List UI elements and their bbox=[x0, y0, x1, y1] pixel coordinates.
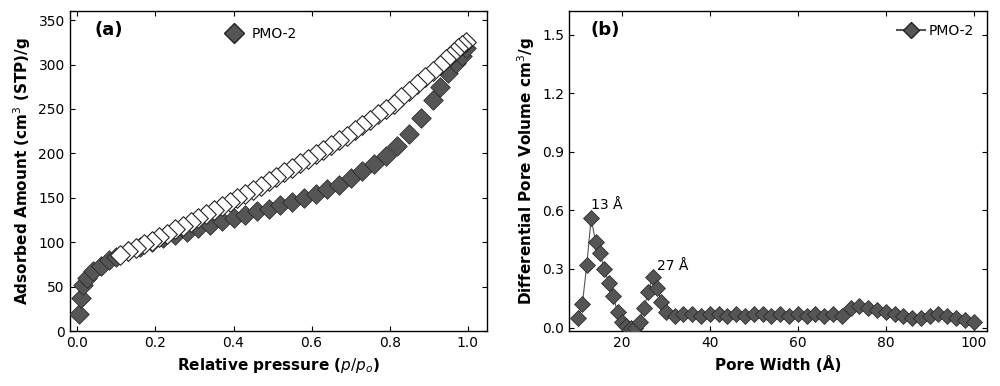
Point bbox=[73, 295, 89, 301]
Point bbox=[401, 131, 417, 137]
Point bbox=[245, 187, 261, 193]
Point bbox=[331, 181, 347, 188]
Point bbox=[75, 282, 91, 288]
Point bbox=[167, 232, 183, 239]
Point bbox=[179, 229, 195, 235]
Point bbox=[432, 84, 448, 90]
Point bbox=[249, 208, 265, 215]
Point bbox=[386, 101, 402, 107]
Point bbox=[378, 106, 394, 112]
Point bbox=[237, 212, 253, 218]
Point bbox=[308, 151, 324, 157]
Point bbox=[315, 147, 331, 153]
Legend: PMO-2: PMO-2 bbox=[214, 21, 303, 46]
Point bbox=[458, 46, 474, 52]
Point bbox=[425, 97, 441, 103]
Point bbox=[425, 68, 441, 74]
Point bbox=[79, 275, 95, 281]
Point bbox=[450, 46, 466, 52]
Point bbox=[229, 195, 245, 201]
Point bbox=[370, 111, 386, 117]
Legend: PMO-2: PMO-2 bbox=[892, 18, 980, 43]
Point bbox=[71, 311, 87, 317]
Point bbox=[261, 206, 277, 212]
Point bbox=[454, 42, 470, 48]
Point bbox=[108, 254, 124, 260]
Point bbox=[319, 186, 335, 192]
Point bbox=[300, 156, 316, 162]
Text: (a): (a) bbox=[95, 21, 123, 39]
Point bbox=[362, 117, 378, 123]
Point bbox=[393, 94, 409, 100]
Point bbox=[378, 153, 394, 159]
Point bbox=[226, 215, 242, 221]
Point bbox=[261, 178, 277, 184]
Point bbox=[190, 215, 206, 221]
X-axis label: Pore Width (Å): Pore Width (Å) bbox=[715, 356, 841, 373]
Point bbox=[155, 235, 171, 241]
Point bbox=[167, 226, 183, 232]
Point bbox=[389, 143, 405, 149]
Point bbox=[214, 218, 230, 224]
Point bbox=[343, 175, 359, 181]
Point bbox=[183, 219, 199, 225]
Point bbox=[144, 239, 160, 245]
Point bbox=[253, 183, 269, 189]
Point bbox=[438, 56, 454, 62]
Point bbox=[151, 234, 167, 240]
Point bbox=[454, 52, 470, 59]
Point bbox=[448, 59, 464, 66]
Point bbox=[417, 74, 433, 80]
Point bbox=[268, 174, 284, 180]
Point bbox=[144, 238, 160, 244]
Point bbox=[206, 207, 222, 213]
Point bbox=[237, 190, 253, 196]
Point bbox=[446, 49, 462, 55]
Point bbox=[432, 61, 448, 68]
Point bbox=[222, 199, 238, 205]
Point bbox=[442, 52, 458, 59]
Point bbox=[276, 169, 292, 175]
Point bbox=[347, 127, 363, 134]
Point bbox=[136, 241, 152, 247]
Point bbox=[120, 248, 136, 254]
Point bbox=[323, 142, 339, 148]
Point bbox=[214, 203, 230, 209]
Point bbox=[413, 115, 429, 121]
Text: 27 Å: 27 Å bbox=[657, 259, 688, 273]
Point bbox=[190, 225, 206, 231]
Point bbox=[401, 88, 417, 94]
Point bbox=[331, 137, 347, 143]
Point bbox=[440, 70, 456, 76]
Point bbox=[198, 211, 214, 217]
Point bbox=[458, 39, 474, 45]
Point bbox=[112, 252, 128, 258]
Point bbox=[120, 248, 136, 254]
Text: 13 Å: 13 Å bbox=[591, 198, 623, 212]
Point bbox=[93, 262, 109, 269]
Point bbox=[284, 198, 300, 205]
Y-axis label: Adsorbed Amount (cm$^3$ (STP)/g: Adsorbed Amount (cm$^3$ (STP)/g bbox=[11, 37, 33, 305]
Point bbox=[272, 202, 288, 208]
Point bbox=[292, 160, 308, 166]
Point bbox=[132, 244, 148, 250]
Point bbox=[296, 195, 312, 201]
Point bbox=[284, 165, 300, 171]
Point bbox=[366, 161, 382, 167]
Point bbox=[128, 245, 144, 251]
Text: (b): (b) bbox=[590, 21, 619, 39]
Point bbox=[202, 222, 218, 228]
Point bbox=[339, 133, 355, 139]
Point bbox=[354, 122, 370, 128]
Point bbox=[409, 81, 425, 87]
Point bbox=[85, 268, 101, 274]
Point bbox=[159, 230, 175, 237]
Point bbox=[308, 190, 324, 196]
Y-axis label: Differential Pore Volume cm$^3$/g: Differential Pore Volume cm$^3$/g bbox=[515, 37, 537, 305]
Point bbox=[175, 222, 191, 229]
Point bbox=[101, 257, 117, 263]
X-axis label: Relative pressure ($p/p_o$): Relative pressure ($p/p_o$) bbox=[177, 356, 380, 375]
Point bbox=[354, 168, 370, 174]
